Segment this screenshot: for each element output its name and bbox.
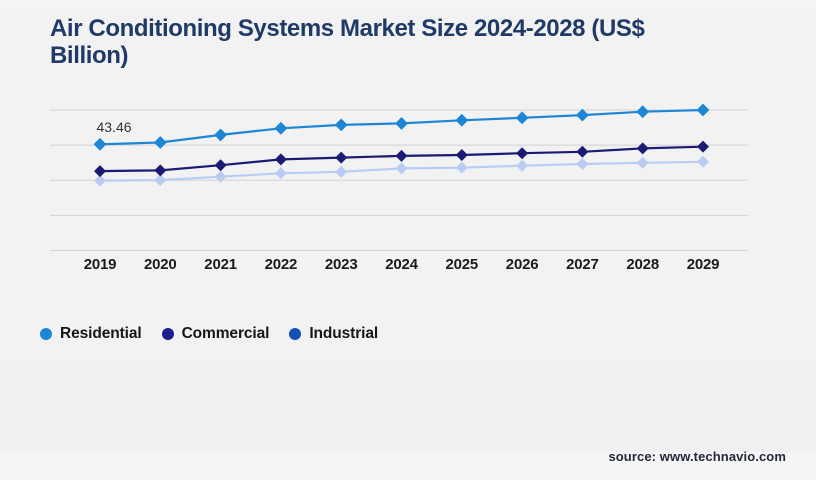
x-axis-label-2025: 2025 — [445, 256, 479, 273]
x-axis-label-2026: 2026 — [505, 256, 539, 273]
legend-dot-icon — [161, 328, 174, 340]
legend: Residential Commercial Industrial — [40, 325, 378, 343]
legend-label: Industrial — [309, 325, 379, 342]
data-point-marker — [636, 142, 649, 155]
series-markers-commercial — [94, 140, 709, 178]
x-axis-label-2021: 2021 — [204, 256, 237, 273]
legend-dot-icon — [40, 328, 52, 340]
data-point-marker — [455, 148, 468, 161]
data-point-marker — [154, 174, 167, 187]
data-point-marker — [334, 118, 348, 132]
series-markers-industrial — [94, 155, 709, 187]
data-point-marker — [153, 136, 167, 149]
x-axis-label-2023: 2023 — [324, 256, 358, 273]
x-axis-label-2024: 2024 — [385, 256, 418, 273]
legend-dot-icon — [289, 328, 302, 340]
data-point-marker — [395, 117, 408, 130]
data-point-marker — [93, 137, 107, 151]
x-axis: 2019 2020 2021 2022 2023 2024 2025 2026 2027 2028… — [0, 256, 816, 276]
legend-label: Commercial — [181, 325, 270, 342]
data-point-marker — [697, 155, 709, 168]
data-point-marker — [214, 159, 227, 172]
gridlines — [50, 109, 748, 251]
data-point-marker — [214, 128, 227, 142]
page-title-line-1: Air Conditioning Systems Market Size 202… — [50, 15, 645, 42]
source-credit: source: www.technavio.com — [608, 449, 786, 464]
data-point-marker — [455, 113, 469, 127]
data-point-marker — [636, 156, 649, 169]
x-axis-label-2029: 2029 — [686, 256, 720, 273]
data-point-marker — [455, 161, 468, 174]
x-axis-label-2020: 2020 — [144, 256, 177, 273]
data-point-marker — [516, 147, 529, 160]
x-axis-label-2027: 2027 — [566, 256, 599, 273]
data-point-marker — [576, 108, 589, 122]
legend-item-residential: Residential — [40, 325, 142, 343]
data-point-marker — [697, 140, 709, 153]
data-point-marker — [154, 164, 167, 177]
x-axis-label-2028: 2028 — [626, 256, 659, 273]
data-point-marker — [214, 170, 227, 183]
data-point-marker — [696, 103, 710, 117]
legend-item-industrial: Industrial — [289, 325, 378, 343]
data-point-marker — [395, 162, 408, 175]
data-point-marker — [395, 149, 408, 162]
data-point-marker — [94, 174, 106, 187]
data-point-marker — [274, 153, 287, 166]
legend-item-commercial: Commercial — [161, 325, 270, 343]
page-title: Air Conditioning Systems Market Size 202… — [50, 15, 770, 69]
data-point-marker — [576, 145, 589, 158]
data-point-marker — [636, 105, 650, 119]
data-point-marker — [335, 151, 348, 164]
data-point-marker — [335, 165, 348, 178]
x-axis-label-2019: 2019 — [83, 256, 117, 273]
data-point-marker — [274, 121, 288, 135]
data-point-marker — [515, 111, 529, 125]
data-point-marker — [274, 167, 287, 180]
page-title-line-2: Billion) — [50, 42, 129, 69]
data-point-marker — [94, 165, 106, 178]
data-point-marker — [576, 158, 589, 171]
x-axis-label-2022: 2022 — [264, 256, 298, 273]
series-markers-residential — [93, 103, 710, 151]
data-point-marker — [516, 159, 529, 172]
legend-label: Residential — [60, 325, 142, 342]
